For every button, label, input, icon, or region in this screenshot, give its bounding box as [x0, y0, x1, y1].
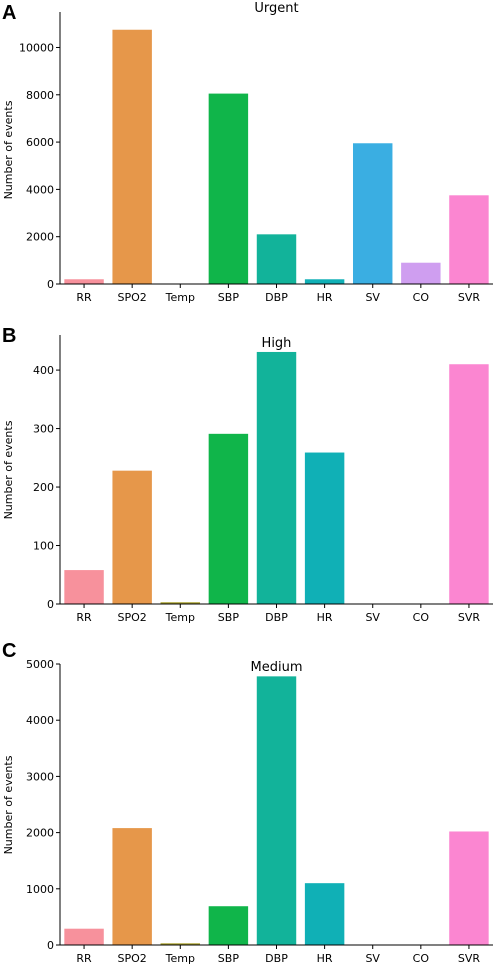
bar-sbp: [208, 433, 249, 604]
bar-spo2: [112, 470, 152, 604]
bar-hr: [304, 452, 345, 604]
y-tick-label: 2000: [26, 827, 54, 840]
y-tick-label: 100: [33, 540, 54, 553]
x-tick-label: Temp: [165, 952, 195, 965]
bar-svr: [449, 831, 489, 945]
y-tick-label: 200: [33, 481, 54, 494]
x-tick-label: SVR: [458, 291, 481, 304]
y-tick-label: 300: [33, 423, 54, 436]
bar-temp: [160, 602, 201, 604]
bar-rr: [64, 928, 104, 945]
x-tick-label: HR: [317, 611, 333, 624]
chart-title: Medium: [251, 660, 303, 675]
y-tick-label: 2000: [26, 231, 54, 244]
x-tick-label: RR: [76, 291, 92, 304]
x-tick-label: SV: [365, 952, 380, 965]
x-tick-label: RR: [76, 952, 92, 965]
chart-title: High: [262, 336, 292, 351]
x-tick-label: SV: [365, 611, 380, 624]
bar-sv: [352, 143, 393, 284]
panel-letter: B: [2, 325, 16, 347]
x-tick-label: SBP: [218, 291, 240, 304]
chart-panel-b: B High RR SPO2 Temp SBP DBP HR SV CO SVR 0 100 200 300…: [2, 325, 493, 624]
x-tick-label: SVR: [458, 611, 481, 624]
y-tick-label: 0: [47, 278, 54, 291]
bar-dbp: [256, 234, 297, 284]
y-tick-label: 6000: [26, 136, 54, 149]
x-tick-label: DBP: [265, 952, 288, 965]
y-axis-label: Number of events: [2, 420, 15, 519]
panel-letter: C: [2, 640, 16, 662]
x-tick-label: SV: [365, 291, 380, 304]
x-tick-label: DBP: [265, 291, 288, 304]
y-tick-label: 0: [47, 939, 54, 952]
bar-svr: [449, 195, 489, 284]
x-tick-label: RR: [76, 611, 92, 624]
y-tick-label: 10000: [19, 41, 54, 54]
bar-sbp: [208, 906, 249, 945]
y-tick-label: 400: [33, 364, 54, 377]
y-tick-label: 3000: [26, 770, 54, 783]
y-tick-label: 4000: [26, 183, 54, 196]
bar-dbp: [256, 676, 297, 945]
x-tick-label: Temp: [165, 291, 195, 304]
x-tick-label: CO: [413, 952, 430, 965]
y-tick-label: 4000: [26, 714, 54, 727]
x-tick-label: SPO2: [118, 952, 147, 965]
x-tick-label: SBP: [218, 611, 240, 624]
bar-hr: [304, 883, 345, 945]
x-tick-label: SPO2: [118, 611, 147, 624]
bar-temp: [160, 943, 201, 945]
x-tick-label: HR: [317, 952, 333, 965]
chart-panel-a: A Urgent RR SPO2 Temp SBP DBP HR SV CO SVR 0 2000 400…: [2, 1, 493, 304]
y-axis-label: Number of events: [2, 755, 15, 854]
bar-hr: [304, 279, 345, 284]
chart-title: Urgent: [254, 1, 298, 16]
bar-co: [401, 262, 441, 284]
panel-letter: A: [2, 2, 16, 24]
bar-sbp: [208, 93, 249, 284]
x-tick-label: CO: [413, 291, 430, 304]
bar-spo2: [112, 828, 152, 945]
chart-panel-c: C Medium RR SPO2 Temp SBP DBP HR SV CO SVR 0 1000 200…: [2, 640, 493, 965]
bar-svr: [449, 364, 489, 604]
bar-dbp: [256, 351, 297, 604]
x-tick-label: SPO2: [118, 291, 147, 304]
x-tick-label: CO: [413, 611, 430, 624]
x-tick-label: HR: [317, 291, 333, 304]
y-tick-label: 0: [47, 598, 54, 611]
y-tick-label: 5000: [26, 658, 54, 671]
x-tick-label: DBP: [265, 611, 288, 624]
bar-rr: [64, 570, 104, 604]
y-axis-label: Number of events: [2, 100, 15, 199]
y-tick-label: 8000: [26, 89, 54, 102]
bar-rr: [64, 279, 104, 284]
y-tick-label: 1000: [26, 883, 54, 896]
bar-spo2: [112, 29, 152, 284]
x-tick-label: Temp: [165, 611, 195, 624]
x-tick-label: SVR: [458, 952, 481, 965]
x-tick-label: SBP: [218, 952, 240, 965]
